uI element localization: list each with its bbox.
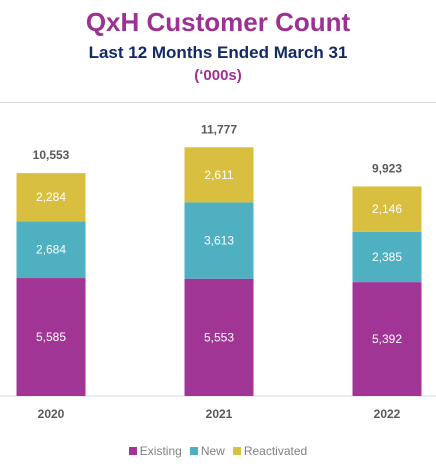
legend-item-new: New bbox=[189, 444, 225, 458]
legend-swatch-new bbox=[189, 447, 198, 455]
bar-new-2021 bbox=[184, 202, 254, 279]
total-label-2022: 9,923 bbox=[372, 161, 402, 175]
header-divider bbox=[0, 102, 436, 103]
legend-swatch-reactivated bbox=[232, 447, 241, 455]
total-label-2021: 11,777 bbox=[201, 122, 237, 136]
chart-legend: Existing New Reactivated bbox=[0, 444, 436, 458]
bar-existing-2021 bbox=[184, 278, 254, 396]
data-label-existing-2020: 5,585 bbox=[36, 330, 66, 344]
bar-reactivated-2020 bbox=[16, 173, 86, 222]
legend-label-new: New bbox=[200, 444, 225, 458]
chart-subtitle: Last 12 Months Ended March 31 bbox=[88, 43, 348, 62]
legend-label-existing: Existing bbox=[139, 444, 182, 458]
data-label-reactivated-2022: 2,146 bbox=[372, 202, 402, 216]
data-label-reactivated-2020: 2,284 bbox=[36, 190, 66, 204]
bar-existing-2020 bbox=[16, 278, 86, 396]
x-tick-label-2021: 2021 bbox=[206, 407, 233, 421]
data-label-existing-2022: 5,392 bbox=[372, 332, 402, 346]
data-label-new-2022: 2,385 bbox=[372, 250, 402, 264]
chart-title: QxH Customer Count bbox=[85, 7, 351, 37]
chart-units: (‘000s) bbox=[194, 67, 242, 84]
bar-reactivated-2022 bbox=[352, 186, 422, 232]
data-label-reactivated-2021: 2,611 bbox=[204, 168, 233, 182]
bar-new-2020 bbox=[16, 221, 86, 279]
data-label-new-2020: 2,684 bbox=[36, 243, 66, 257]
data-label-existing-2021: 5,553 bbox=[204, 330, 234, 344]
legend-item-reactivated: Reactivated bbox=[232, 444, 308, 458]
legend-swatch-existing bbox=[128, 447, 137, 455]
x-tick-label-2022: 2022 bbox=[374, 407, 401, 421]
bar-existing-2022 bbox=[352, 282, 422, 396]
legend-item-existing: Existing bbox=[128, 444, 182, 458]
bar-reactivated-2021 bbox=[184, 147, 254, 203]
data-label-new-2021: 3,613 bbox=[204, 234, 234, 248]
legend-label-reactivated: Reactivated bbox=[243, 444, 308, 458]
total-label-2020: 10,553 bbox=[33, 148, 70, 162]
bar-new-2022 bbox=[352, 231, 422, 283]
x-tick-label-2020: 2020 bbox=[38, 407, 65, 421]
